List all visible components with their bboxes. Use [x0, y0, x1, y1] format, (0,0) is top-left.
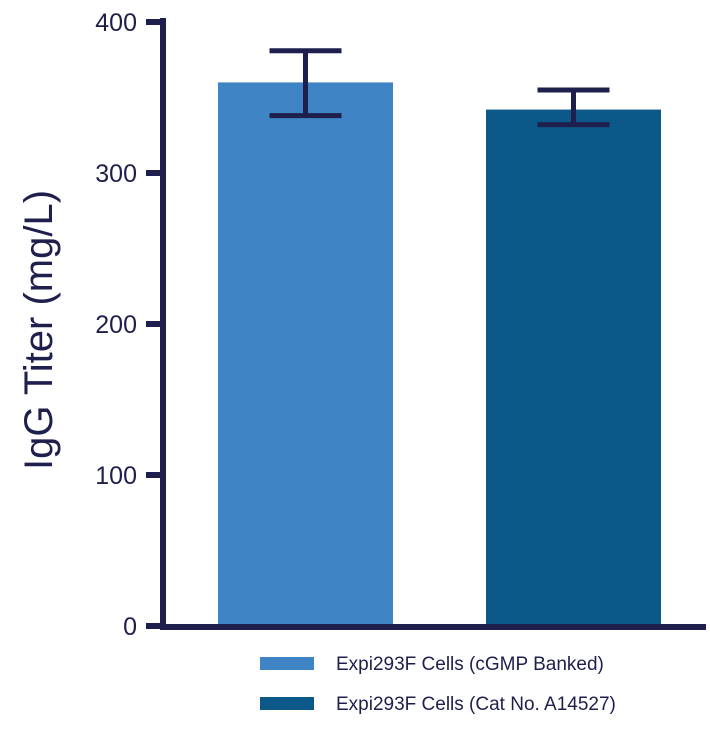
legend-label: Expi293F Cells (Cat No. A14527) — [336, 694, 616, 715]
y-tick-label: 400 — [95, 9, 137, 37]
y-tick-label: 0 — [123, 613, 137, 641]
y-tick-label: 200 — [95, 311, 137, 339]
y-axis-label: IgG Titer (mg/L) — [17, 190, 61, 470]
legend-swatch — [260, 697, 314, 710]
y-tick-label: 300 — [95, 160, 137, 188]
legend-swatch — [260, 657, 314, 670]
y-tick-label: 100 — [95, 462, 137, 490]
bar — [218, 82, 393, 626]
legend-label: Expi293F Cells (cGMP Banked) — [336, 654, 604, 675]
bar — [486, 109, 661, 626]
